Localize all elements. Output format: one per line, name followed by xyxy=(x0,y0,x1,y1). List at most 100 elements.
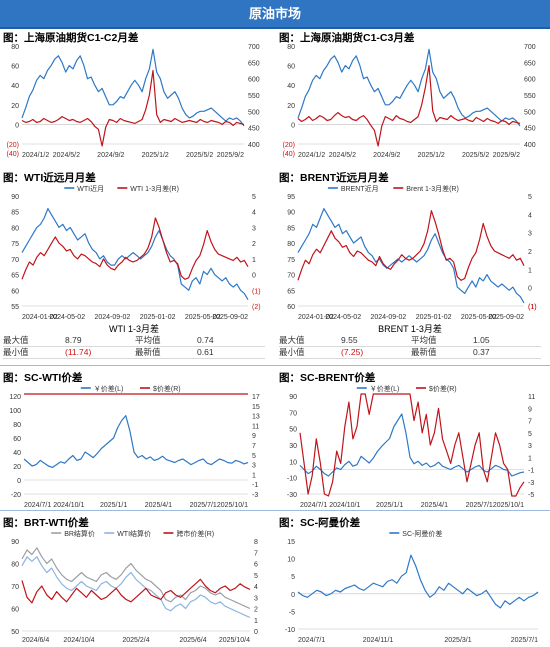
y-tick-label-right: 7 xyxy=(528,419,532,426)
x-tick-label: 2025/9/2 xyxy=(493,152,520,159)
x-tick-label: 2025/7/1 xyxy=(190,502,217,509)
stats-value: 0.74 xyxy=(197,335,214,345)
y-tick-label-right: 4 xyxy=(254,584,258,591)
x-tick-label: 2025/9/2 xyxy=(217,152,244,159)
x-tick-label: 2024-01-02 xyxy=(22,314,58,321)
y-tick-label-right: 15 xyxy=(252,404,260,411)
y-tick-label-left: 80 xyxy=(287,241,295,248)
chart-c1: (20) 0 20 40 60 80 (40) 400 450 500 550 600 650 700 20… xyxy=(0,42,272,160)
x-tick-label: 2024-01-02 xyxy=(298,314,334,321)
y-tick-label-right: 550 xyxy=(248,93,260,100)
series-line-3 xyxy=(21,578,251,604)
chart-c2: (20) 0 20 40 60 80 (40) 400 450 500 550 600 650 700 20… xyxy=(276,42,548,160)
stats-value: 0.61 xyxy=(197,347,214,357)
chart-svg: 6065707580859095(1)(1)0123452024-01-0220… xyxy=(287,184,537,321)
y-tick-label-left: 10 xyxy=(289,459,297,466)
y-tick-label-right: -3 xyxy=(528,480,534,487)
y-tick-label-left: 60 xyxy=(11,64,19,71)
y-tick-label-right: 2 xyxy=(254,607,258,614)
y-tick-label-right: 4 xyxy=(528,212,532,219)
y-tick-label-left: 120 xyxy=(9,394,21,401)
y-tick-label-right: 3 xyxy=(252,225,256,232)
y-tick-label-right: 0 xyxy=(528,286,532,293)
x-tick-label: 2025/1/2 xyxy=(142,152,169,159)
y-tick-label-right: 700 xyxy=(524,44,536,51)
stats-value: 0.37 xyxy=(473,347,490,357)
y-tick-label-right: (1) xyxy=(528,304,537,311)
x-tick-label: 2024/5/2 xyxy=(53,152,80,159)
x-tick-label: 2024/6/4 xyxy=(22,637,49,644)
chart-title-c5: 图：SC-WTI价差 xyxy=(3,372,83,384)
y-tick-label-left: 0 xyxy=(15,122,19,129)
x-tick-label: 2024/1/2 xyxy=(22,152,49,159)
y-tick-label-right: 1 xyxy=(254,618,258,625)
stats-label: 最新值 xyxy=(411,347,437,357)
y-tick-label-left: 90 xyxy=(289,394,297,401)
x-tick-label: 2024/7/1 xyxy=(24,502,51,509)
y-tick-label-right: 500 xyxy=(248,109,260,116)
stats-row: 最小值 (11.74) 最新值 0.61 xyxy=(3,347,265,359)
y-tick-label-left: 50 xyxy=(11,629,19,636)
section-divider xyxy=(0,365,550,366)
y-tick-label-right: 13 xyxy=(252,414,260,421)
y-tick-label-left: 75 xyxy=(11,241,19,248)
y-tick-label-right: 2 xyxy=(252,241,256,248)
y-tick-label-right: 5 xyxy=(528,431,532,438)
y-tick-label-left: -5 xyxy=(289,609,295,616)
y-tick-label-right: 650 xyxy=(248,60,260,67)
y-tick-label-left: 90 xyxy=(11,194,19,201)
y-tick-label-right: -5 xyxy=(528,492,534,499)
legend-label: BRENT近月 xyxy=(341,184,379,193)
series-line-1 xyxy=(23,414,249,469)
y-tick-label-left: 80 xyxy=(11,562,19,569)
x-tick-label: 2025/4/1 xyxy=(145,502,172,509)
y-tick-label-right: (2) xyxy=(252,304,261,311)
series-line-1 xyxy=(21,208,249,301)
legend-label: 跨市价差(R) xyxy=(176,529,214,538)
chart-svg: -20020406080100120-3-113579111315172024/… xyxy=(9,384,260,509)
y-tick-label-right: (1) xyxy=(252,288,261,295)
stats-value: 9.55 xyxy=(341,335,358,345)
stats-value: 8.79 xyxy=(65,335,82,345)
stats-brent: BRENT 1-3月差 最大值 9.55 平均值 1.05 最小值 (7.25)… xyxy=(279,323,541,359)
chart-c8: -10 -5 0 5 10 15 2024/7/1 2024/11/1 2025/3/1 2025… xyxy=(276,527,548,645)
stats-wti: WTI 1-3月差 最大值 8.79 平均值 0.74 最小值 (11.74) … xyxy=(3,323,265,359)
y-tick-label-right: 500 xyxy=(524,109,536,116)
y-tick-label-left: 60 xyxy=(287,64,295,71)
chart-svg: 50 60 70 80 90 0 1 2 3 4 5 6 7 8 2024/6/4 2024/10/4 2025… xyxy=(11,529,258,644)
y-tick-label-left: 30 xyxy=(289,443,297,450)
y-tick-label-right: -3 xyxy=(252,492,258,499)
y-tick-label-left: 70 xyxy=(289,410,297,417)
y-tick-label-left: 70 xyxy=(11,584,19,591)
y-tick-label-right: 11 xyxy=(252,423,259,430)
y-tick-label-right: 1 xyxy=(528,455,532,462)
chart-title-c3: 图：WTI近远月月差 xyxy=(3,172,96,184)
x-tick-label: 2025/2/4 xyxy=(122,637,149,644)
y-tick-label-left: -10 xyxy=(287,476,297,483)
legend-label: $价差(R) xyxy=(153,384,181,393)
x-tick-label: 2025/7/1 xyxy=(511,637,538,644)
series-line-1 xyxy=(297,48,521,127)
legend-label: WTI近月 xyxy=(77,184,104,193)
x-tick-label: 2024/7/1 xyxy=(300,502,327,509)
y-tick-label-right: -1 xyxy=(528,468,534,475)
stats-label: 最大值 xyxy=(3,335,29,345)
y-tick-label-left: 65 xyxy=(11,273,19,280)
y-tick-label-left: 80 xyxy=(13,422,21,429)
y-tick-label-right: 1 xyxy=(252,472,256,479)
y-tick-label-left: 60 xyxy=(287,304,295,311)
stats-label: 最小值 xyxy=(3,347,29,357)
y-tick-label-right: 600 xyxy=(248,77,260,84)
stats-label: 平均值 xyxy=(411,335,437,345)
chart-c6: -30 -10 10 30 50 70 90 -5 -3 -1 1 3 5 7 9 11 2024/7/1 202… xyxy=(276,382,548,510)
y-tick-label-right: 7 xyxy=(254,550,258,557)
chart-c5: -20 0 20 40 60 80 100 120 -3 -1 1 3 5 7 9 11 13 15 17 2024/… xyxy=(0,382,272,510)
chart-title-c1: 图：上海原油期货C1-C2月差 xyxy=(3,32,139,44)
x-tick-label: 2024/10/4 xyxy=(63,637,94,644)
chart-c4: 60 65 70 75 80 85 90 95 (1) (1) 0 1 2 3 4 5 2024-01-02 20… xyxy=(276,182,548,322)
y-tick-label-right: 1 xyxy=(528,267,532,274)
y-tick-label-left: -20 xyxy=(11,492,21,499)
y-tick-label-left: (40) xyxy=(283,151,295,158)
y-tick-label-right: 9 xyxy=(528,406,532,413)
